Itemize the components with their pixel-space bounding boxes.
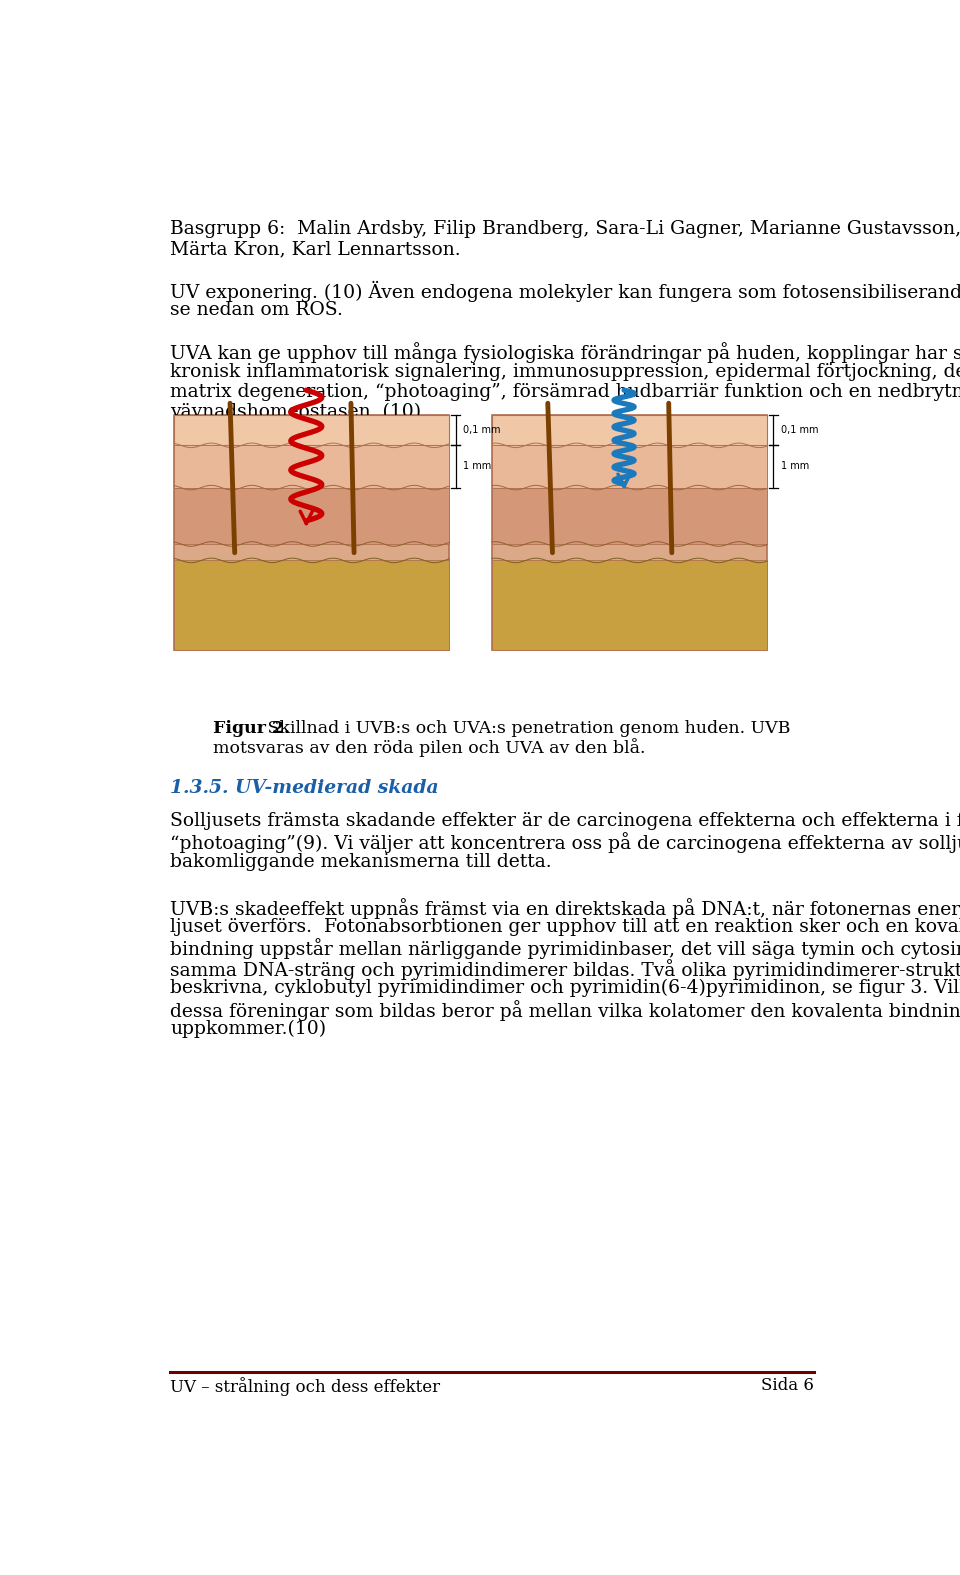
Text: dessa föreningar som bildas beror på mellan vilka kolatomer den kovalenta bindni: dessa föreningar som bildas beror på mel… [170,1000,960,1021]
Text: vävnadshomeostasen. (10): vävnadshomeostasen. (10) [170,403,421,422]
Text: samma DNA-sträng och pyrimidindimerer bildas. Två olika pyrimidindimerer-struktu: samma DNA-sträng och pyrimidindimerer bi… [170,959,960,980]
Text: UV exponering. (10) Även endogena molekyler kan fungera som fotosensibiliserande: UV exponering. (10) Även endogena moleky… [170,280,960,302]
Text: Skillnad i UVB:s och UVA:s penetration genom huden. UVB: Skillnad i UVB:s och UVA:s penetration g… [262,720,790,737]
Text: se nedan om ROS.: se nedan om ROS. [170,301,344,320]
Bar [492,446,767,488]
Text: Sida 6: Sida 6 [760,1377,814,1394]
Bar [175,446,449,488]
Text: ljuset överförs.  Fotonabsorbtionen ger upphov till att en reaktion sker och en : ljuset överförs. Fotonabsorbtionen ger u… [170,918,960,936]
Text: UVB:s skadeeffekt uppnås främst via en direktskada på DNA:t, när fotonernas ener: UVB:s skadeeffekt uppnås främst via en d… [170,898,960,918]
Text: UV – strålning och dess effekter: UV – strålning och dess effekter [170,1377,441,1395]
Bar [492,414,767,649]
Bar [175,561,449,649]
Text: 1 mm: 1 mm [781,461,809,471]
Text: bindning uppstår mellan närliggande pyrimidinbaser, det vill säga tymin och cyto: bindning uppstår mellan närliggande pyri… [170,939,960,959]
Bar [175,414,449,446]
Text: Solljusets främsta skadande effekter är de carcinogena effekterna och effekterna: Solljusets främsta skadande effekter är … [170,811,960,830]
Text: beskrivna, cyklobutyl pyrimidindimer och pyrimidin(6-4)pyrimidinon, se figur 3. : beskrivna, cyklobutyl pyrimidindimer och… [170,980,960,997]
Text: Figur 2.: Figur 2. [213,720,290,737]
Bar [175,414,449,649]
Text: 1 mm: 1 mm [464,461,492,471]
Text: Märta Kron, Karl Lennartsson.: Märta Kron, Karl Lennartsson. [170,241,461,258]
Text: kronisk inflammatorisk signalering, immunosuppression, epidermal förtjockning, d: kronisk inflammatorisk signalering, immu… [170,362,960,381]
Bar [175,488,449,543]
Text: motsvaras av den röda pilen och UVA av den blå.: motsvaras av den röda pilen och UVA av d… [213,739,645,758]
Text: Basgrupp 6:  Malin Ardsby, Filip Brandberg, Sara-Li Gagner, Marianne Gustavsson,: Basgrupp 6: Malin Ardsby, Filip Brandber… [170,221,960,238]
Text: “photoaging”(9). Vi väljer att koncentrera oss på de carcinogena effekterna av s: “photoaging”(9). Vi väljer att koncentre… [170,832,960,854]
Text: 0,1 mm: 0,1 mm [464,425,501,435]
Text: 1.3.5. UV-medierad skada: 1.3.5. UV-medierad skada [170,780,439,797]
Bar [492,414,767,446]
Text: bakomliggande mekanismerna till detta.: bakomliggande mekanismerna till detta. [170,852,552,871]
Text: matrix degeneration, “photoaging”, försämrad hudbarriär funktion och en nedbrytn: matrix degeneration, “photoaging”, försä… [170,383,960,402]
Bar [492,561,767,649]
Text: UVA kan ge upphov till många fysiologiska förändringar på huden, kopplingar har : UVA kan ge upphov till många fysiologisk… [170,342,960,364]
Text: uppkommer.(10): uppkommer.(10) [170,1021,326,1038]
Bar [492,488,767,543]
Text: 0,1 mm: 0,1 mm [781,425,819,435]
